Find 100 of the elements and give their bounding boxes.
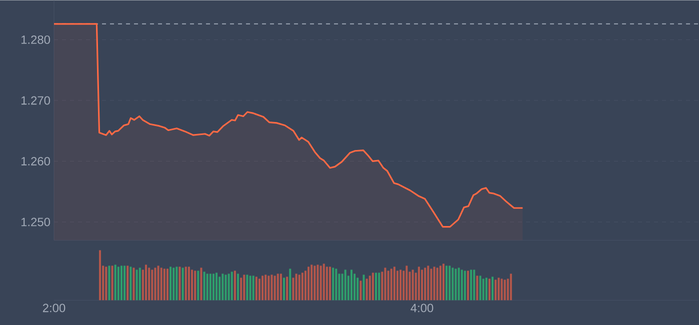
bar <box>111 266 114 300</box>
bar <box>228 274 230 300</box>
bar <box>136 270 138 300</box>
bar <box>170 266 172 300</box>
bar <box>268 276 270 300</box>
bar <box>482 278 484 300</box>
bar <box>329 266 332 300</box>
bar <box>479 276 482 300</box>
bar <box>460 270 463 300</box>
bar <box>421 270 424 300</box>
bar <box>433 266 436 300</box>
bar <box>436 268 438 300</box>
bar <box>301 272 304 300</box>
bar <box>381 272 384 300</box>
bar <box>105 266 108 300</box>
bar <box>252 276 254 300</box>
bar <box>237 274 240 300</box>
bar <box>218 276 221 300</box>
bar <box>378 272 380 300</box>
bar <box>114 264 116 300</box>
x-tick-label: 4:00 <box>410 304 434 312</box>
bar <box>295 274 298 300</box>
bar <box>322 264 325 300</box>
bar <box>366 278 368 300</box>
bar <box>289 268 292 300</box>
bar <box>335 268 338 300</box>
bar <box>145 264 148 300</box>
bar <box>197 270 200 300</box>
bar <box>99 250 102 300</box>
bar <box>393 266 396 300</box>
bar <box>243 274 246 300</box>
bar <box>258 278 260 300</box>
bar <box>326 266 328 300</box>
bar <box>166 268 168 300</box>
bar <box>492 276 494 300</box>
bar <box>276 274 279 300</box>
bar <box>154 268 156 300</box>
bar <box>222 274 224 300</box>
bar <box>108 266 110 300</box>
bar <box>500 278 503 300</box>
bar <box>372 272 374 300</box>
bar <box>212 274 214 300</box>
y-tick-label: 1.260 <box>21 156 50 166</box>
bar <box>368 276 371 300</box>
bar <box>504 280 506 300</box>
bar <box>130 266 132 300</box>
bar <box>160 268 162 300</box>
bar <box>230 272 233 300</box>
bar <box>249 276 252 300</box>
bar <box>320 266 322 300</box>
bar <box>286 276 288 300</box>
bar <box>157 266 160 300</box>
bar <box>406 266 408 300</box>
bar <box>120 266 122 300</box>
bar <box>454 268 457 300</box>
bar <box>494 280 497 300</box>
bar <box>262 276 264 300</box>
bar <box>274 276 276 300</box>
bar <box>424 268 426 300</box>
bar <box>182 268 184 300</box>
bar <box>304 270 306 300</box>
bar <box>314 266 316 300</box>
bar <box>124 266 126 300</box>
bar <box>246 274 248 300</box>
bar <box>270 274 273 300</box>
bar <box>310 264 313 300</box>
bar <box>458 268 460 300</box>
bar <box>188 266 190 300</box>
bar <box>292 278 294 300</box>
bar <box>387 270 390 300</box>
bar <box>191 270 194 300</box>
bar <box>448 266 451 300</box>
bar <box>430 268 432 300</box>
bar <box>354 274 356 300</box>
bar <box>396 270 398 300</box>
x-tick-label: 2:00 <box>42 304 66 312</box>
bar <box>280 274 282 300</box>
bar <box>384 268 386 300</box>
bar <box>356 278 359 300</box>
bar <box>464 270 466 300</box>
bar <box>151 270 154 300</box>
bar <box>400 270 402 300</box>
bar <box>203 272 206 300</box>
bar <box>264 274 267 300</box>
bar <box>332 268 334 300</box>
bar <box>308 266 310 300</box>
bar <box>344 270 346 300</box>
bar <box>498 278 500 300</box>
bar <box>510 274 512 300</box>
bar <box>412 270 414 300</box>
bar <box>117 266 120 300</box>
bar <box>200 268 202 300</box>
bar <box>360 280 362 300</box>
bar <box>178 266 181 300</box>
bar <box>298 274 300 300</box>
bar <box>452 268 454 300</box>
bar <box>234 270 236 300</box>
bar <box>470 270 472 300</box>
bar <box>224 274 227 300</box>
bar <box>283 278 286 300</box>
